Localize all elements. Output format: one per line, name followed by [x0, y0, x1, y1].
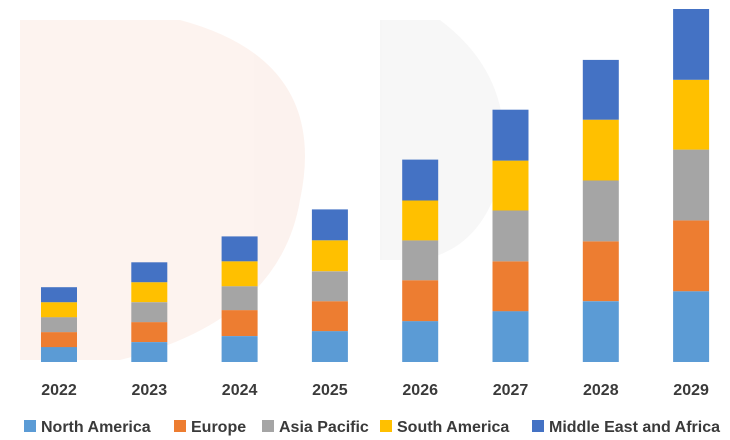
bar-2025-europe	[311, 301, 348, 332]
legend-label: Middle East and Africa	[549, 419, 720, 436]
bar-2023-asia-pacific	[131, 302, 168, 323]
bar-2026-middle-east-and-africa	[402, 159, 439, 201]
bar-2022-asia-pacific	[41, 317, 77, 333]
legend: North America Europe Asia Pacific South Ame…	[24, 419, 720, 436]
bar-2025-asia-pacific	[311, 271, 348, 302]
bar-2023-south-america	[131, 282, 168, 303]
x-tick-label: 2026	[402, 382, 438, 399]
x-tick-label: 2029	[673, 382, 709, 399]
x-tick-label: 2028	[583, 382, 619, 399]
bar-2026-asia-pacific	[402, 240, 439, 281]
legend-item: South America	[380, 419, 509, 436]
legend-label: North America	[41, 419, 151, 436]
bar-2029-middle-east-and-africa	[673, 9, 710, 80]
x-axis-ticks: 2022 2023 2024 2025 2026 2027 2028 2029	[41, 382, 709, 399]
x-tick-label: 2022	[41, 382, 77, 399]
bar-2022-north-america	[41, 347, 77, 362]
legend-item: Middle East and Africa	[532, 419, 720, 436]
bar-2026-europe	[402, 280, 439, 322]
bar-2026-north-america	[402, 321, 439, 362]
bars-group	[41, 9, 710, 362]
bar-2029-south-america	[673, 79, 710, 150]
bar-2024-asia-pacific	[221, 286, 258, 311]
bar-2025-middle-east-and-africa	[311, 209, 348, 241]
bar-2022-middle-east-and-africa	[41, 287, 77, 303]
bar-2024-middle-east-and-africa	[221, 236, 258, 262]
bar-2026-south-america	[402, 200, 439, 241]
x-tick-label: 2023	[132, 382, 168, 399]
legend-swatch	[532, 420, 544, 432]
bar-2029-europe	[673, 220, 710, 292]
bar-2028-middle-east-and-africa	[582, 59, 619, 120]
bar-2024-south-america	[221, 261, 258, 287]
bar-2027-north-america	[492, 311, 529, 362]
bar-2024-europe	[221, 310, 258, 336]
bar-2022-south-america	[41, 302, 77, 318]
bar-2025-south-america	[311, 240, 348, 272]
legend-label: Europe	[191, 419, 246, 436]
legend-item: Europe	[174, 419, 246, 436]
bar-2027-europe	[492, 261, 529, 312]
bar-2023-europe	[131, 322, 168, 342]
bar-2023-middle-east-and-africa	[131, 262, 168, 283]
bar-2027-middle-east-and-africa	[492, 109, 529, 161]
bar-2029-north-america	[673, 291, 710, 362]
legend-swatch	[24, 420, 36, 432]
bar-2025-north-america	[311, 331, 348, 362]
bar-2028-north-america	[582, 301, 619, 362]
bar-2029-asia-pacific	[673, 149, 710, 221]
bar-2028-europe	[582, 241, 619, 302]
bar-2023-north-america	[131, 342, 168, 362]
bar-2027-south-america	[492, 160, 529, 211]
legend-item: Asia Pacific	[262, 419, 369, 436]
x-tick-label: 2027	[493, 382, 529, 399]
legend-label: Asia Pacific	[279, 419, 369, 436]
legend-label: South America	[397, 419, 509, 436]
legend-item: North America	[24, 419, 151, 436]
legend-swatch	[380, 420, 392, 432]
bar-2028-asia-pacific	[582, 180, 619, 242]
bar-2024-north-america	[221, 336, 258, 362]
x-tick-label: 2025	[312, 382, 348, 399]
bar-2027-asia-pacific	[492, 210, 529, 262]
bar-2028-south-america	[582, 119, 619, 181]
bar-2022-europe	[41, 332, 77, 348]
x-tick-label: 2024	[222, 382, 258, 399]
legend-swatch	[174, 420, 186, 432]
legend-swatch	[262, 420, 274, 432]
